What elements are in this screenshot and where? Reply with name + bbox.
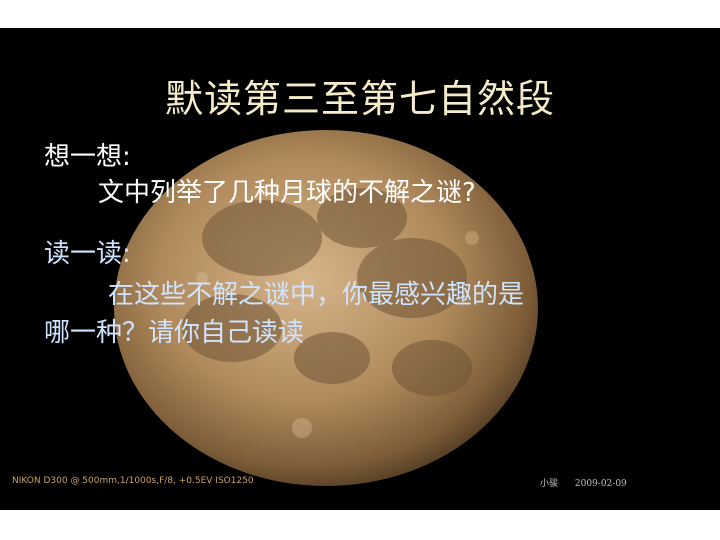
photo-author: 小骏 bbox=[540, 479, 559, 489]
full-moon-image bbox=[114, 130, 538, 486]
photo-date: 2009-02-09 bbox=[574, 479, 627, 489]
photo-exif-caption: NIKON D300 @ 500mm,1/1000s,F/8, +0.5EV I… bbox=[12, 476, 254, 486]
slide-title: 默读第三至第七自然段 bbox=[164, 77, 555, 121]
read-question-line-1: 在这些不解之谜中，你最感兴趣的是 bbox=[108, 280, 525, 310]
slide: 默读第三至第七自然段 想一想: 文中列举了几种月球的不解之谜? 读一读: 在这些… bbox=[0, 28, 720, 510]
read-label: 读一读: bbox=[44, 239, 131, 269]
photo-credit: 小骏 2009-02-09 bbox=[540, 476, 641, 489]
think-label: 想一想: bbox=[44, 142, 131, 172]
read-question-line-2: 哪一种？请你自己读读 bbox=[44, 318, 305, 348]
think-question: 文中列举了几种月球的不解之谜? bbox=[98, 178, 476, 208]
